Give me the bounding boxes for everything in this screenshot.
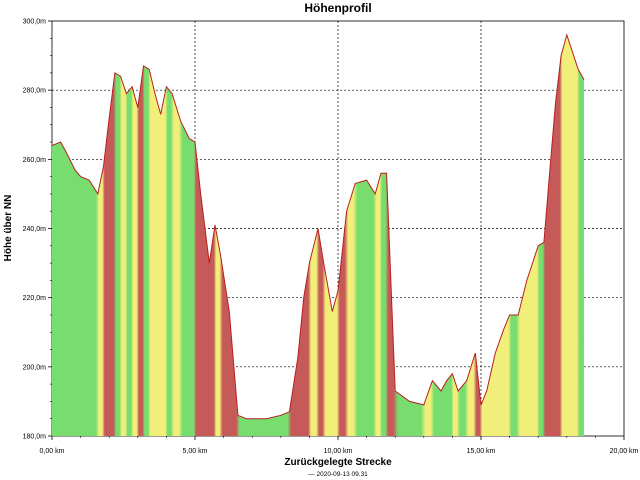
x-tick-label: 15,00 km: [467, 448, 496, 455]
y-axis-label: Höhe über NN: [3, 195, 14, 262]
elevation-line: [52, 33, 585, 420]
x-tick-label: 10,00 km: [324, 448, 353, 455]
x-tick-label: 20,00 km: [610, 448, 639, 455]
y-tick-label: 200,0m: [23, 364, 47, 371]
x-tick-label: 5,00 km: [183, 448, 208, 455]
y-tick-label: 180,0m: [23, 434, 47, 441]
y-tick-label: 300,0m: [23, 19, 47, 26]
chart-title: Höhenprofil: [304, 1, 371, 15]
x-tick-label: 0,00 km: [40, 448, 65, 455]
y-tick-label: 240,0m: [23, 226, 47, 233]
y-tick-label: 220,0m: [23, 295, 47, 302]
ticks: 180,0m 200,0m 220,0m 240,0m 260,0m 280,0m 300,…: [23, 19, 639, 456]
area-layer: [52, 33, 585, 436]
y-tick-label: 280,0m: [23, 88, 47, 95]
footnote: — 2020-09-13 09.31: [308, 471, 368, 478]
x-axis-label: Zurückgelegte Strecke: [284, 457, 392, 468]
elevation-area: [52, 34, 584, 436]
y-tick-label: 260,0m: [23, 157, 47, 164]
